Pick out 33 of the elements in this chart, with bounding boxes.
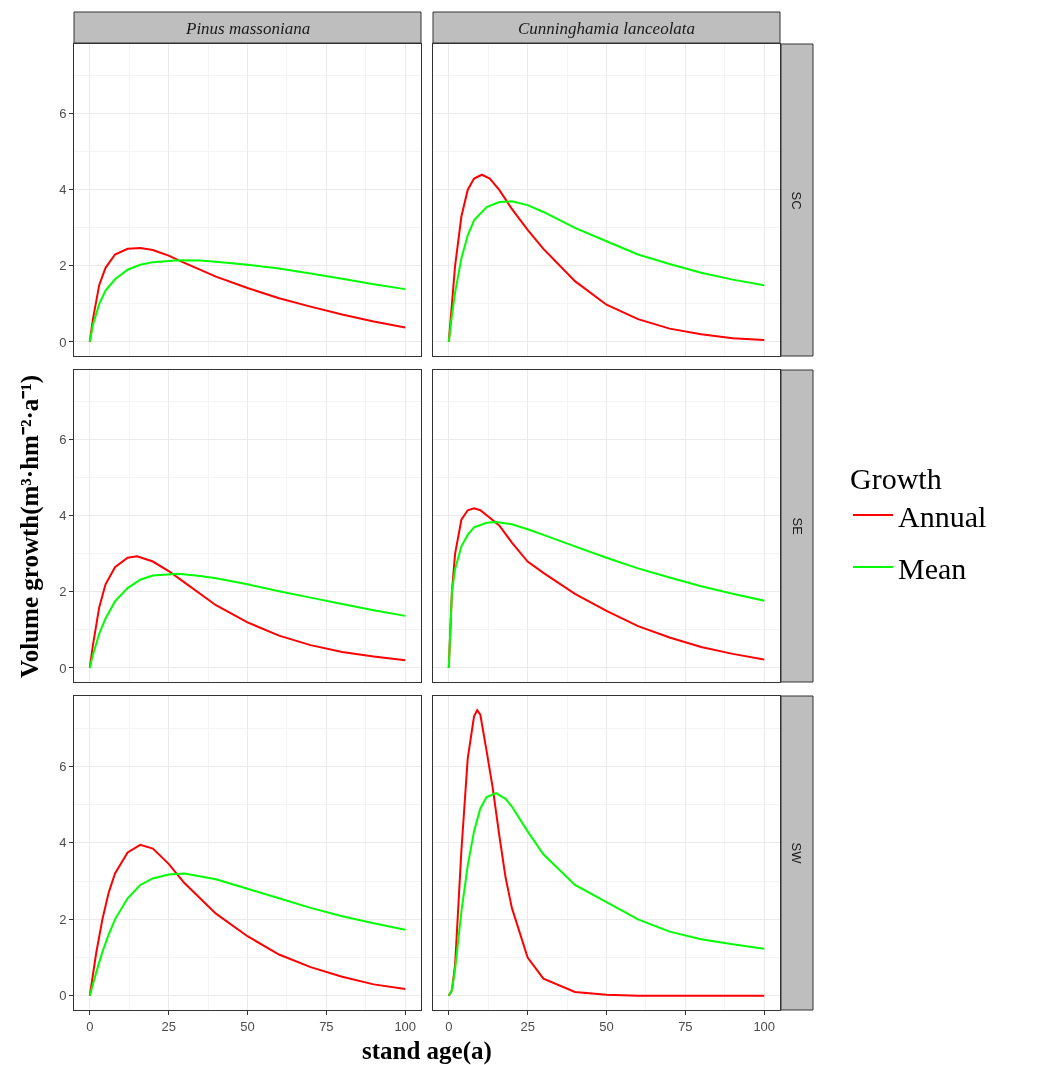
y-tick-label: 4 (59, 508, 67, 524)
x-tick-label: 25 (161, 1018, 176, 1034)
line-series (88, 872, 407, 997)
legend-title: Growth (850, 462, 942, 495)
text: SW (788, 842, 804, 865)
y-tick-label: 6 (59, 106, 67, 122)
x-tick-label: 0 (445, 1018, 453, 1034)
text: SE (789, 517, 805, 536)
chart-title: Pinus massoniana (185, 19, 311, 38)
x-tick-label: 50 (240, 1018, 255, 1034)
y-tick-label: 6 (59, 758, 67, 774)
x-tick-label: 25 (520, 1018, 535, 1034)
y-tick-label: 4 (59, 182, 67, 198)
y-tick-label: 6 (59, 432, 67, 448)
x-tick-label: 0 (86, 1018, 94, 1034)
x-tick-label: 100 (394, 1018, 417, 1034)
y-tick-label: 4 (59, 835, 67, 851)
y-tick-label: 2 (59, 258, 67, 274)
y-tick-label: 0 (59, 334, 67, 350)
x-tick-label: 75 (319, 1018, 334, 1034)
y-tick-label: 2 (59, 584, 67, 600)
chart-title: Cunninghamia lanceolata (518, 19, 696, 38)
x-tick-label: 75 (678, 1018, 693, 1034)
x-axis-title: stand age(a) (362, 1037, 492, 1065)
y-tick-label: 2 (59, 911, 67, 927)
x-tick-label: 100 (753, 1018, 776, 1034)
text: SC (788, 191, 804, 210)
y-tick-label: 0 (59, 988, 67, 1004)
legend-label: Mean (898, 551, 967, 585)
x-tick-label: 50 (599, 1018, 614, 1034)
y-axis-title: Volume growth(m³·hm⁻²·a⁻¹) (16, 374, 44, 678)
y-tick-label: 0 (59, 660, 67, 676)
legend-label: Annual (898, 499, 987, 533)
